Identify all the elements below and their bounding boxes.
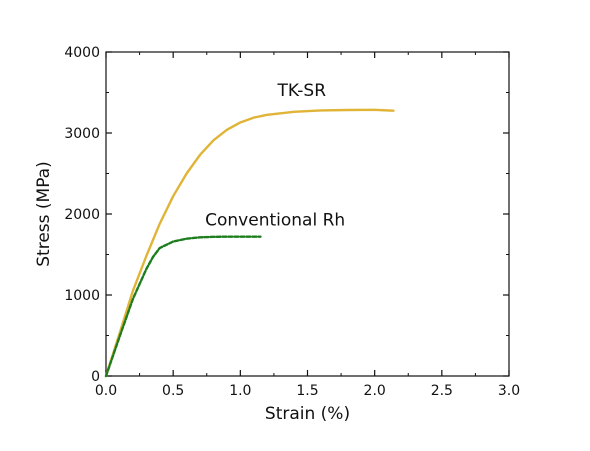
series-label-0: TK-SR	[277, 81, 327, 101]
series-line-1	[104, 235, 262, 378]
x-tick-label: 1.0	[229, 383, 251, 399]
series-lines	[104, 108, 395, 378]
series-label-1: Conventional Rh	[205, 211, 345, 231]
x-tick-label: 1.5	[296, 383, 318, 399]
y-tick-label: 3000	[64, 126, 100, 142]
y-tick-label: 0	[91, 369, 100, 385]
series-line-0	[104, 108, 395, 378]
x-tick-label: 0.0	[95, 383, 117, 399]
y-axis-title: Stress (MPa)	[34, 161, 54, 267]
x-tick-label: 2.0	[364, 383, 386, 399]
series-labels: TK-SR Conventional Rh	[205, 81, 345, 231]
y-tick-label: 1000	[64, 288, 100, 304]
y-tick-label: 2000	[64, 207, 100, 223]
tick-labels: 0.0 0.5 1.0 1.5 2.0 2.5 3.0 0 1000 2000 3000 4000	[64, 45, 520, 399]
x-tick-label: 3.0	[498, 383, 520, 399]
x-tick-label: 0.5	[162, 383, 184, 399]
axis-ticks	[105, 51, 510, 377]
x-tick-label: 2.5	[431, 383, 453, 399]
x-axis-title: Strain (%)	[265, 404, 350, 424]
y-tick-label: 4000	[64, 45, 100, 61]
